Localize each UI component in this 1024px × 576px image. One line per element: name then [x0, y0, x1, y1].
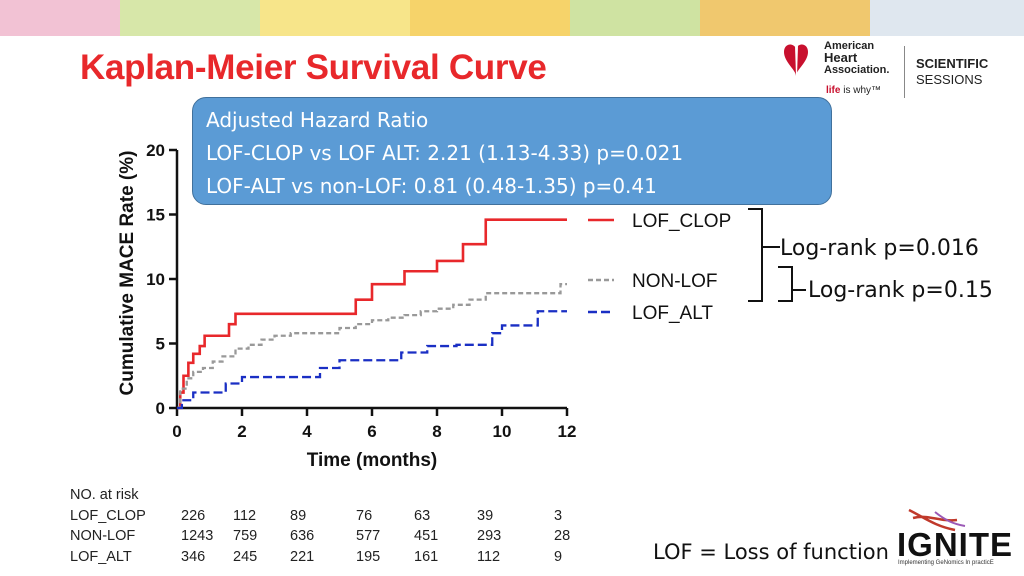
aha-heart-torch-logo [784, 44, 808, 76]
y-tick-label: 0 [156, 399, 165, 418]
band-segment [120, 0, 260, 36]
risk-row-label: NON-LOF [70, 528, 136, 544]
logo-divider [904, 46, 905, 98]
dna-helix-icon [908, 508, 958, 532]
legend-label-non-lof: NON-LOF [632, 271, 718, 292]
top-color-band [0, 0, 1024, 36]
sessions-line1: SCIENTIFIC [916, 56, 989, 71]
risk-table-cell: 293 [477, 528, 502, 544]
aha-tagline-prefix: life [826, 85, 841, 96]
risk-table-cell: 89 [290, 508, 307, 524]
dna-helix-icon [934, 511, 966, 527]
ignite-subtitle: Implementing GeNomics In practicE [898, 560, 994, 566]
band-segment [700, 0, 870, 36]
risk-table-cell: 195 [356, 549, 381, 565]
risk-table-cell: 39 [477, 508, 494, 524]
hazard-ratio-box: Adjusted Hazard Ratio LOF-CLOP vs LOF AL… [192, 97, 832, 205]
risk-row-label: LOF_CLOP [70, 508, 146, 524]
risk-table-cell: 245 [233, 549, 258, 565]
risk-table-title: NO. at risk [70, 487, 139, 503]
y-axis-label: Cumulative MACE Rate (%) [117, 151, 138, 396]
risk-table-cell: 112 [477, 549, 501, 565]
series-layer [177, 218, 567, 410]
series-line-lof_alt [177, 310, 567, 410]
hazard-line-2: LOF-ALT vs non-LOF: 0.81 (0.48-1.35) p=0… [206, 174, 657, 198]
axes-layer: 0 5 10 15 20 0 2 4 6 8 10 12 Time (months) Cumulative… [117, 141, 576, 471]
series-line-lof_clop [177, 218, 567, 410]
risk-table-cell: 221 [290, 549, 315, 565]
aha-tagline: life is why™ [826, 85, 881, 96]
sessions-line2: SESSIONS [916, 72, 983, 87]
x-tick-label: 8 [432, 422, 441, 441]
aha-tagline-suffix: is why™ [843, 85, 882, 96]
legend-layer: LOF_CLOP NON-LOF LOF_ALT [588, 211, 731, 324]
x-axis-label: Time (months) [307, 450, 438, 471]
logrank-1-label: Log-rank p=0.016 [780, 236, 979, 261]
logrank-bracket-inner [778, 266, 806, 302]
y-tick-label: 20 [146, 141, 165, 160]
risk-table-cell: 112 [233, 508, 257, 524]
x-tick-label: 6 [367, 422, 376, 441]
risk-table-cell: 636 [290, 528, 315, 544]
band-segment [260, 0, 410, 36]
risk-table-cell: 28 [554, 528, 571, 544]
band-segment [870, 0, 1024, 36]
band-segment [570, 0, 700, 36]
logrank-2-label: Log-rank p=0.15 [808, 278, 993, 303]
page-title: Kaplan-Meier Survival Curve [80, 48, 547, 87]
y-tick-label: 10 [146, 270, 165, 289]
aha-wordmark: American Heart Association. [824, 40, 889, 76]
risk-table-cell: 161 [414, 549, 439, 565]
x-tick-label: 10 [493, 422, 512, 441]
x-tick-label: 4 [302, 422, 312, 441]
x-tick-label: 2 [237, 422, 246, 441]
footnote: LOF = Loss of function [653, 540, 889, 564]
risk-table-cell: 577 [356, 528, 381, 544]
aha-line: American [824, 40, 875, 52]
y-tick-label: 15 [146, 206, 165, 225]
band-segment [0, 0, 120, 36]
hazard-heading: Adjusted Hazard Ratio [206, 108, 429, 132]
logrank-bracket-outer [748, 208, 780, 302]
risk-table-cell: 63 [414, 508, 431, 524]
torch-icon [795, 46, 798, 76]
ignite-dna-logo [908, 508, 966, 532]
series-line-non-lof [177, 283, 567, 410]
aha-line: Association. [824, 64, 890, 76]
risk-table-cell: 759 [233, 528, 258, 544]
y-tick-label: 5 [156, 335, 165, 354]
risk-table-cell: 1243 [181, 528, 214, 544]
scientific-sessions-logo: SCIENTIFIC SESSIONS [916, 56, 988, 88]
risk-table-cell: 76 [356, 508, 373, 524]
aha-line: Heart [824, 50, 858, 65]
legend-label-lof_clop: LOF_CLOP [632, 211, 731, 232]
x-tick-label: 12 [558, 422, 577, 441]
risk-table-cell: 346 [181, 549, 206, 565]
band-segment [410, 0, 570, 36]
bracket-layer [748, 208, 806, 302]
risk-table-cell: 3 [554, 508, 563, 524]
risk-table-cell: 226 [181, 508, 206, 524]
risk-table-cell: 9 [554, 549, 563, 565]
x-tick-label: 0 [172, 422, 181, 441]
ignite-wordmark: IGNITE [897, 526, 1014, 563]
risk-table-cell: 451 [414, 528, 439, 544]
risk-row-label: LOF_ALT [70, 549, 132, 565]
hazard-line-1: LOF-CLOP vs LOF ALT: 2.21 (1.13-4.33) p=… [206, 141, 684, 165]
legend-label-lof_alt: LOF_ALT [632, 303, 713, 324]
